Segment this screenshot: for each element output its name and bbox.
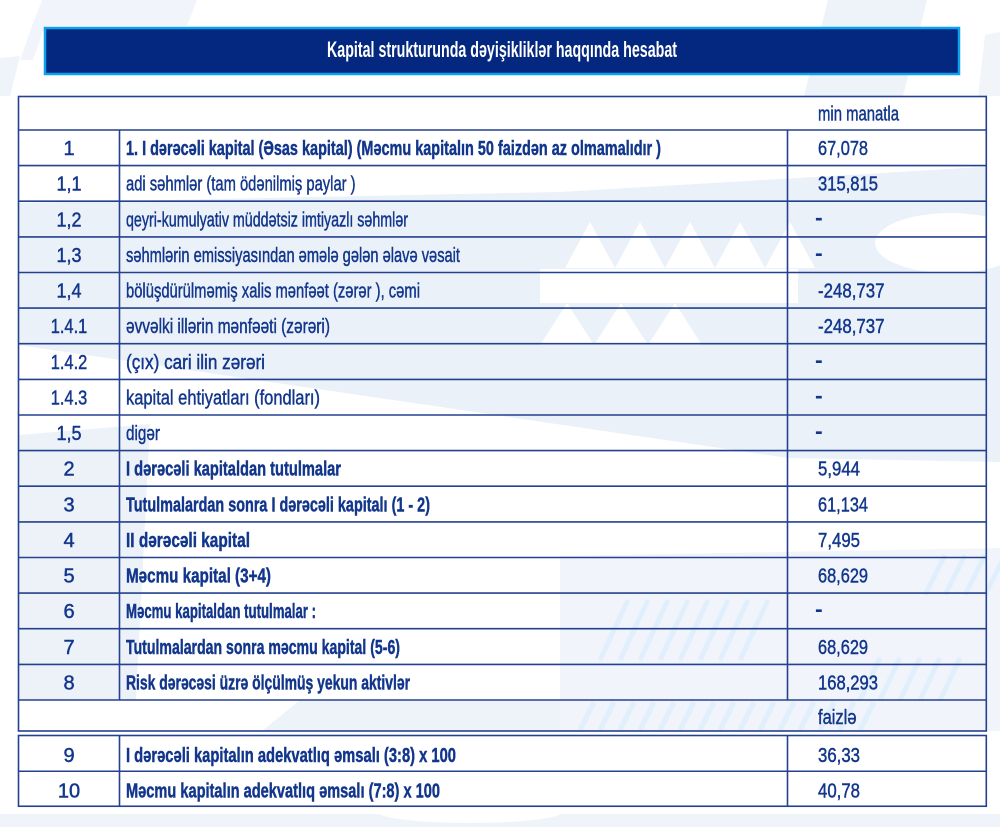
svg-text:Risk dərəcəsi üzrə ölçülmüş y: Risk dərəcəsi üzrə ölçülmüş yekun aktivl… [126,673,410,695]
svg-text:1,5: 1,5 [57,423,82,445]
svg-text:3: 3 [63,494,74,516]
svg-text:1.4.2: 1.4.2 [51,352,88,374]
svg-text:-: - [816,599,823,621]
svg-text:bölüşdürülməmiş xalis mənfəət: bölüşdürülməmiş xalis mənfəət (zərər ), … [126,281,420,303]
svg-text:1. I dərəcəli kapital (Əsas ka: 1. I dərəcəli kapital (Əsas kapital) (Mə… [126,138,661,160]
svg-text:digər: digər [126,423,160,445]
svg-text:36,33: 36,33 [818,745,860,767]
svg-text:adi səhmlər (tam ödənilmiş pay: adi səhmlər (tam ödənilmiş paylar ) [126,174,356,196]
svg-text:-: - [816,243,823,265]
svg-text:qeyri-kumulyativ müddətsiz imt: qeyri-kumulyativ müddətsiz imtiyazlı səh… [126,209,408,231]
svg-text:1,3: 1,3 [57,245,82,267]
svg-text:1,4: 1,4 [57,281,82,303]
svg-text:8: 8 [63,673,74,695]
svg-text:Tutulmalardan sonra I dərəcəl: Tutulmalardan sonra I dərəcəli kapitalı … [126,494,430,516]
svg-text:5: 5 [63,566,74,588]
svg-text:68,629: 68,629 [818,566,868,588]
svg-text:40,78: 40,78 [818,780,860,802]
svg-text:7: 7 [63,637,74,659]
svg-text:61,134: 61,134 [818,494,868,516]
svg-text:4: 4 [63,530,74,552]
svg-text:I dərəcəli kapitalın adekvat: I dərəcəli kapitalın adekvatlıq əmsalı (… [126,745,456,767]
svg-text:əvvəlki illərin mənfəəti (zərə: əvvəlki illərin mənfəəti (zərəri) [126,316,330,338]
svg-text:10: 10 [58,780,80,802]
svg-text:5,944: 5,944 [818,459,860,481]
svg-text:-248,737: -248,737 [818,316,885,338]
svg-text:(çıx) cari ilin zərəri: (çıx) cari ilin zərəri [126,352,265,374]
svg-text:Tutulmalardan sonra məcmu kapi: Tutulmalardan sonra məcmu kapital (5-6) [126,637,400,659]
svg-text:9: 9 [63,745,74,767]
svg-text:səhmlərin emissiyasından əmələ: səhmlərin emissiyasından əmələ gələn əla… [126,245,460,267]
svg-text:-: - [816,386,823,408]
svg-text:6: 6 [63,601,74,623]
svg-text:Məcmu kapitalın adekvatlıq ə: Məcmu kapitalın adekvatlıq əmsalı (7:8) … [126,780,440,802]
svg-text:-: - [816,350,823,372]
svg-text:-: - [816,207,823,229]
svg-text:Məcmu kapital (3+4): Məcmu kapital (3+4) [126,566,271,588]
svg-text:Kapital strukturunda dəyişikli: Kapital strukturunda dəyişikliklər haqqı… [327,37,677,62]
svg-text:-248,737: -248,737 [818,281,885,303]
svg-text:I dərəcəli kapitaldan tutulma: I dərəcəli kapitaldan tutulmalar [126,459,341,481]
svg-text:II dərəcəli kapital: II dərəcəli kapital [126,530,250,552]
svg-text:kapital ehtiyatları (fondları): kapital ehtiyatları (fondları) [126,388,320,410]
svg-text:68,629: 68,629 [818,637,868,659]
svg-text:7,495: 7,495 [818,530,860,552]
svg-text:1,1: 1,1 [57,174,82,196]
svg-text:faizlə: faizlə [818,707,857,729]
svg-text:1.4.3: 1.4.3 [51,388,88,410]
svg-text:168,293: 168,293 [818,673,878,695]
svg-text:2: 2 [63,459,74,481]
svg-text:1.4.1: 1.4.1 [51,316,88,338]
svg-text:Məcmu kapitaldan tutulmalar :: Məcmu kapitaldan tutulmalar : [126,601,316,623]
svg-text:1,2: 1,2 [57,209,82,231]
svg-text:min manatla: min manatla [818,104,900,126]
svg-text:-: - [816,421,823,443]
svg-text:315,815: 315,815 [818,174,878,196]
svg-text:67,078: 67,078 [818,138,868,160]
svg-text:1: 1 [63,138,74,160]
